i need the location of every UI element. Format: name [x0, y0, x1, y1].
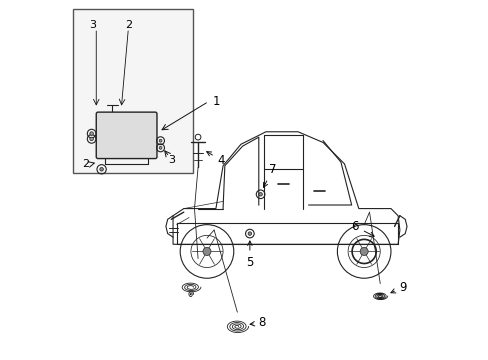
- Text: 2: 2: [124, 19, 132, 30]
- Text: 3: 3: [167, 156, 174, 165]
- Circle shape: [360, 247, 367, 256]
- Circle shape: [159, 139, 162, 142]
- Text: 4: 4: [206, 152, 224, 167]
- Circle shape: [100, 167, 103, 171]
- Text: 8: 8: [250, 316, 265, 329]
- Circle shape: [159, 147, 162, 149]
- Circle shape: [90, 132, 93, 135]
- Text: 9: 9: [390, 281, 407, 294]
- Bar: [73, 9, 192, 173]
- Circle shape: [247, 232, 251, 235]
- Text: 1: 1: [212, 95, 219, 108]
- Circle shape: [203, 247, 211, 256]
- Text: 2: 2: [82, 159, 89, 169]
- Text: 5: 5: [245, 241, 253, 269]
- Text: 7: 7: [263, 163, 276, 187]
- Circle shape: [90, 137, 93, 141]
- Circle shape: [258, 193, 262, 196]
- FancyBboxPatch shape: [96, 112, 157, 158]
- Text: 3: 3: [89, 19, 96, 30]
- Text: 6: 6: [351, 220, 373, 236]
